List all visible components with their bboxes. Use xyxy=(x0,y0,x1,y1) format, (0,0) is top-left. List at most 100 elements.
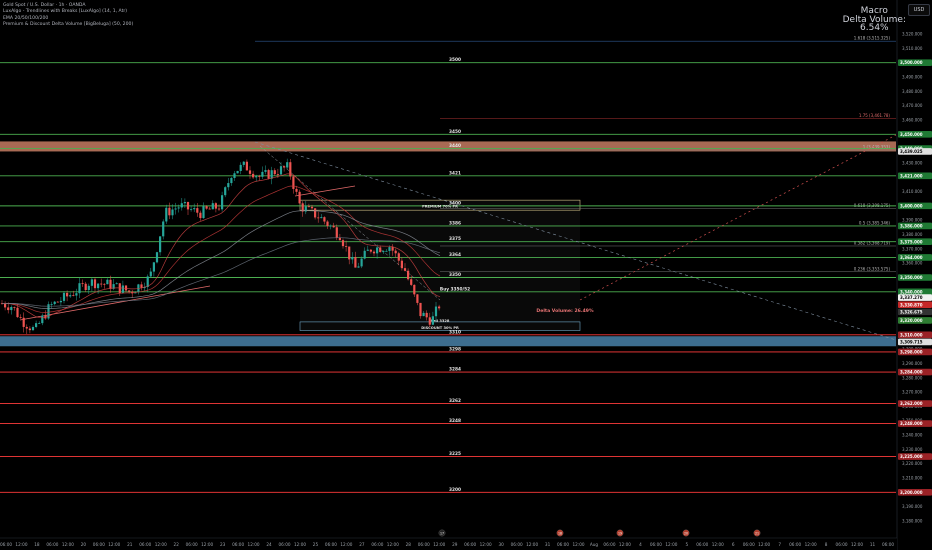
x-tick-label: 12:00 xyxy=(15,542,27,547)
level-label: 3248 xyxy=(449,418,461,424)
candle xyxy=(323,217,326,222)
fib-label: 0.236 (3,353.575) xyxy=(854,266,891,271)
y-tick-label: 3,190.000 xyxy=(902,504,923,509)
candle xyxy=(159,236,162,253)
x-tick-label: 18 xyxy=(34,542,40,547)
candle xyxy=(407,270,410,280)
x-tick-label: 06:00 xyxy=(789,542,801,547)
annotation-label: PREMIUM 70% PR xyxy=(422,204,458,208)
price-tag-label: 3,421.000 xyxy=(900,173,923,178)
candle xyxy=(416,294,419,303)
y-tick-label: 3,210.000 xyxy=(902,476,923,481)
price-tag xyxy=(898,368,932,376)
candle xyxy=(38,323,41,324)
level-label: Buy 3350/52 xyxy=(440,286,470,292)
candle xyxy=(233,173,236,178)
price-tag xyxy=(898,453,932,460)
y-tick-label: 3,240.000 xyxy=(902,433,923,438)
candle xyxy=(208,208,211,210)
premium-zone xyxy=(0,141,896,152)
price-tag-label: 3,500.000 xyxy=(900,60,923,65)
price-tag xyxy=(898,254,932,261)
price-tag xyxy=(898,400,932,407)
candle xyxy=(214,203,217,209)
price-tag-label: 3,400.000 xyxy=(900,203,923,208)
time-axis-bg xyxy=(0,538,897,550)
annotation-label: Delta Volume: 26.49% xyxy=(536,308,594,314)
candle xyxy=(50,304,53,305)
x-tick-label: 12:00 xyxy=(480,542,492,547)
candle xyxy=(19,317,22,318)
candle xyxy=(168,207,171,216)
candle xyxy=(227,183,230,188)
x-tick-label: 12:00 xyxy=(758,542,770,547)
x-tick-label: 12:00 xyxy=(201,542,213,547)
event-marker-label: 17 xyxy=(440,531,444,535)
candle xyxy=(41,315,44,324)
candle xyxy=(438,306,441,309)
fib-label: 1 (3,439.353) xyxy=(863,145,891,150)
level-label: 3350 xyxy=(449,272,461,278)
candle xyxy=(366,249,369,251)
event-marker-icon xyxy=(438,529,446,537)
candle xyxy=(0,303,4,305)
event-marker-icon xyxy=(556,529,564,537)
x-tick-label: 12:00 xyxy=(340,542,352,547)
candle xyxy=(314,208,317,218)
candle xyxy=(190,209,193,211)
candle xyxy=(56,301,59,303)
level-label: 3225 xyxy=(449,451,461,457)
candle xyxy=(434,306,438,317)
price-tag xyxy=(898,59,932,66)
level-label: 3450 xyxy=(449,129,461,135)
level-label: 3500 xyxy=(449,57,461,63)
candle xyxy=(326,221,329,226)
candle xyxy=(78,283,81,294)
discount-box xyxy=(299,321,581,331)
premium-box xyxy=(299,199,581,211)
candle xyxy=(66,292,69,297)
price-tag-label: 3,248.000 xyxy=(900,421,923,426)
legend-trendlines-indicator[interactable]: LuxAlgo - Trendlines with Breaks [LuxAlg… xyxy=(3,9,128,15)
candle xyxy=(419,302,422,317)
x-tick-label: 11 xyxy=(870,542,876,547)
candle xyxy=(335,227,338,238)
price-tag-label: 3,298.000 xyxy=(900,350,923,355)
trendline-down xyxy=(254,141,897,341)
candle xyxy=(7,307,10,311)
candle xyxy=(307,206,310,208)
price-tag-label: 3,326.675 xyxy=(900,309,923,314)
x-tick-label: 23 xyxy=(220,542,226,547)
price-tag-label: 3,262.000 xyxy=(900,401,923,406)
legend-ema-indicator[interactable]: EMA 20/50/100/200 xyxy=(3,15,49,21)
price-tag-label: 3,375.000 xyxy=(900,239,923,244)
x-tick-label: 7 xyxy=(778,542,781,547)
candle xyxy=(31,326,35,331)
legend-delta-volume-indicator[interactable]: Premium & Discount Delta Volume [BigBelu… xyxy=(3,21,134,27)
price-tag xyxy=(898,274,932,281)
trendline-solid xyxy=(19,285,211,321)
candle xyxy=(255,176,258,178)
candle xyxy=(354,257,357,268)
x-tick-label: 06:00 xyxy=(464,542,476,547)
y-tick-label: 3,460.000 xyxy=(902,117,923,122)
candle xyxy=(372,251,376,254)
level-label: 3310 xyxy=(449,329,461,335)
y-tick-label: 3,230.000 xyxy=(902,447,923,452)
y-tick-label: 3,370.000 xyxy=(902,246,923,251)
candle xyxy=(267,170,270,179)
candle xyxy=(276,174,279,175)
price-tag xyxy=(898,308,932,316)
candle xyxy=(90,279,93,286)
x-tick-label: 12:00 xyxy=(665,542,677,547)
currency-button[interactable]: USD xyxy=(908,4,930,16)
legend-symbol[interactable]: Gold Spot / U.S. Dollar · 1h · OANDA xyxy=(3,3,86,8)
candle xyxy=(13,307,16,308)
x-tick-label: 28 xyxy=(406,542,412,547)
ema-line xyxy=(2,237,441,307)
level-label: 3200 xyxy=(449,487,461,493)
x-tick-label: 12:00 xyxy=(433,542,445,547)
price-tag-label: 3,350.000 xyxy=(900,275,923,280)
